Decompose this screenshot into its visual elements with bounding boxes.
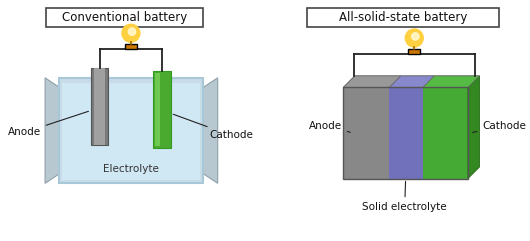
FancyBboxPatch shape [423, 87, 468, 179]
Polygon shape [343, 76, 480, 87]
Polygon shape [390, 76, 435, 87]
FancyBboxPatch shape [91, 68, 108, 145]
Polygon shape [343, 76, 401, 87]
FancyBboxPatch shape [390, 87, 423, 179]
Text: All-solid-state battery: All-solid-state battery [339, 11, 467, 24]
FancyBboxPatch shape [153, 71, 171, 148]
Text: Solid electrolyte: Solid electrolyte [363, 181, 447, 212]
FancyBboxPatch shape [343, 87, 390, 179]
Text: Cathode: Cathode [473, 121, 526, 132]
Text: Conventional battery: Conventional battery [62, 11, 187, 24]
Circle shape [128, 28, 136, 35]
Text: Anode: Anode [7, 111, 89, 137]
FancyBboxPatch shape [155, 73, 160, 146]
FancyBboxPatch shape [94, 68, 105, 145]
FancyBboxPatch shape [59, 78, 204, 183]
Circle shape [122, 24, 140, 42]
Polygon shape [423, 76, 480, 87]
FancyBboxPatch shape [46, 8, 204, 27]
Text: Cathode: Cathode [173, 114, 253, 140]
Circle shape [412, 33, 419, 40]
Text: Electrolyte: Electrolyte [103, 164, 160, 174]
Text: Anode: Anode [309, 121, 350, 132]
Circle shape [405, 29, 423, 47]
FancyBboxPatch shape [307, 8, 499, 27]
FancyBboxPatch shape [409, 49, 420, 54]
FancyBboxPatch shape [63, 83, 200, 181]
FancyBboxPatch shape [125, 44, 137, 49]
Polygon shape [204, 78, 218, 183]
Polygon shape [468, 76, 480, 179]
Polygon shape [45, 78, 59, 183]
